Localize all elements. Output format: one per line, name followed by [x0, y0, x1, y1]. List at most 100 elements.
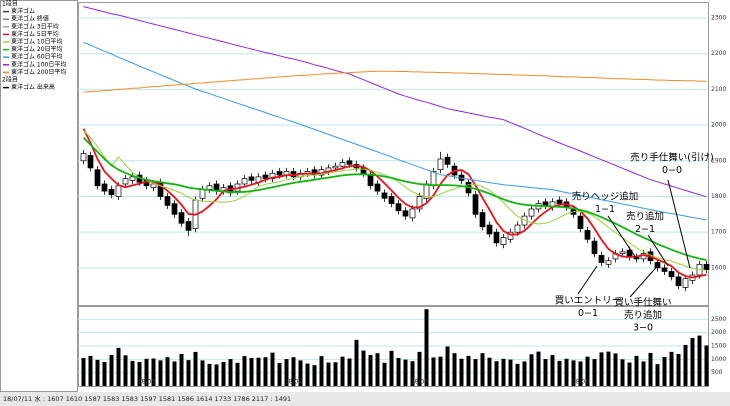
legend-entry: 東洋ゴム 60日平均 — [11, 53, 63, 61]
volume-bar — [298, 360, 303, 386]
candle-body — [269, 172, 276, 179]
volume-bar — [508, 359, 513, 386]
volume-bar — [620, 359, 625, 386]
volume-bar — [109, 355, 114, 386]
candle-body — [94, 169, 101, 187]
volume-bar — [116, 347, 121, 386]
volume-bar — [151, 358, 156, 386]
volume-bar — [522, 361, 527, 386]
volume-bar — [284, 359, 289, 386]
ma-line — [83, 130, 707, 271]
volume-bar — [102, 362, 107, 386]
volume-bar — [319, 356, 324, 386]
volume-bar — [487, 357, 492, 386]
volume-bar — [501, 358, 506, 386]
candle-body — [206, 185, 213, 190]
candle-body — [514, 224, 521, 233]
volume-bar — [571, 360, 576, 386]
candle-body — [486, 224, 493, 235]
legend-entry: 東洋ゴム — [11, 7, 35, 15]
volume-bar — [326, 362, 331, 386]
labels: 18/03 18/04 18/05 18/06 1600 1700 1800 1900 2000… — [2, 0, 726, 386]
candle-body — [619, 251, 626, 254]
annotation-arrow — [647, 234, 669, 267]
candle-body — [416, 196, 423, 210]
y-tick-label: 2500 — [711, 316, 726, 323]
annotation-arrow — [667, 179, 691, 269]
volume-bar — [221, 362, 226, 386]
candle-body — [262, 174, 269, 179]
annotation: 0−0 — [662, 165, 682, 176]
candle-body — [584, 230, 591, 240]
marks — [80, 6, 710, 386]
grid — [78, 17, 708, 374]
y-tick-label: 2000 — [711, 329, 726, 336]
candle-body — [185, 221, 192, 231]
volume-bar — [627, 362, 632, 386]
volume-bar — [536, 351, 541, 386]
volume-bar — [144, 358, 149, 386]
legend-entry: 東洋ゴム 100日平均 — [11, 60, 66, 68]
candle-body — [367, 174, 374, 187]
volume-bar — [445, 346, 450, 386]
volume-bar — [564, 358, 569, 386]
x-tick-label: 18/03 — [138, 379, 155, 386]
volume-bar — [676, 354, 681, 386]
volume-bar — [599, 352, 604, 386]
volume-bar — [655, 364, 660, 386]
candle-body — [430, 171, 437, 187]
annotation: 買いエントリー — [555, 296, 622, 307]
volume-bar — [81, 358, 86, 386]
volume-bar — [291, 357, 296, 386]
volume-bar — [606, 351, 611, 386]
volume-bar — [193, 351, 198, 386]
candle-body — [115, 185, 122, 197]
candle-body — [122, 178, 129, 185]
y-tick-label: 1000 — [711, 356, 726, 363]
candle-body — [668, 271, 675, 278]
candle-body — [500, 237, 507, 246]
legend-panel-label: 2段目 — [2, 76, 18, 84]
ma-line — [83, 70, 707, 93]
legend-entry: 東洋ゴム 終値 — [11, 15, 49, 23]
volume-bar — [697, 335, 702, 386]
volume-bar — [361, 350, 366, 386]
annotation: 売りヘッジ追加 — [572, 191, 639, 203]
volume-bar — [256, 357, 261, 386]
y-tick-label: 1900 — [711, 157, 726, 164]
volume-bar — [214, 364, 219, 386]
candle-body — [129, 176, 136, 181]
candle-body — [395, 203, 402, 212]
candle-body — [101, 183, 108, 192]
ma-line — [83, 6, 707, 198]
y-tick-label: 1700 — [711, 229, 726, 236]
candle-body — [409, 208, 416, 219]
candle-body — [108, 188, 115, 196]
candle-body — [577, 215, 584, 229]
legend-entry: 東洋ゴム 20日平均 — [11, 45, 63, 53]
annotation: 売り手仕舞い(引け) — [630, 152, 713, 164]
candle-body — [241, 178, 248, 185]
candle-body — [374, 183, 381, 192]
annotation-arrow — [607, 215, 637, 259]
candle-body — [199, 188, 206, 199]
volume-bar — [641, 361, 646, 386]
volume-bar — [613, 353, 618, 386]
volume-bar — [515, 363, 520, 386]
annotation: 0−1 — [578, 308, 598, 319]
candle-body — [339, 162, 346, 167]
y-tick-label: 1500 — [711, 343, 726, 350]
volume-bar — [333, 362, 338, 386]
volume-bar — [592, 359, 597, 386]
candle-body — [171, 203, 178, 215]
volume-bar — [529, 354, 534, 386]
candle-body — [661, 267, 668, 272]
candle-body — [605, 260, 612, 265]
candle-body — [682, 278, 689, 288]
annotation: 売り追加 — [626, 211, 664, 223]
candle-body — [528, 208, 535, 217]
candle-body — [150, 183, 157, 188]
volume-bar — [459, 358, 464, 386]
volume-bar — [347, 358, 352, 386]
